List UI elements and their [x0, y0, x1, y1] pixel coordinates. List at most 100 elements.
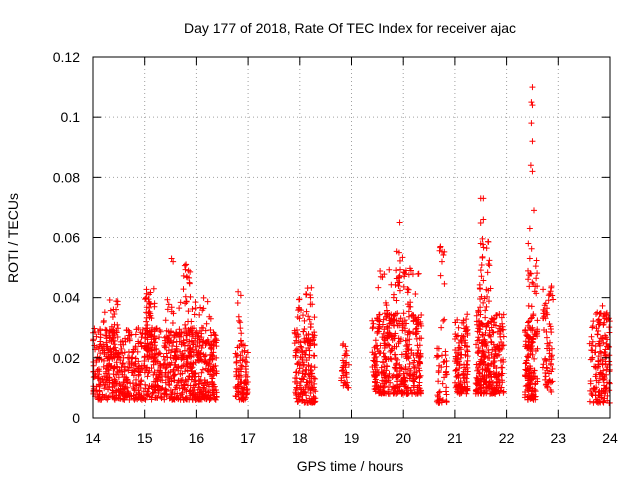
data-point: [243, 359, 250, 366]
data-point: [600, 313, 607, 320]
data-point: [598, 349, 605, 356]
data-point: [311, 364, 318, 371]
data-point: [142, 325, 149, 332]
data-point: [137, 378, 144, 385]
data-point: [435, 345, 442, 352]
data-point: [210, 363, 217, 370]
data-point: [375, 284, 382, 291]
data-point: [213, 354, 220, 361]
data-point: [485, 298, 492, 305]
data-point: [293, 346, 300, 353]
data-point: [398, 351, 405, 358]
data-point: [478, 321, 485, 328]
data-point: [294, 380, 301, 387]
data-point: [478, 378, 485, 385]
data-point: [196, 327, 203, 334]
data-point: [546, 321, 553, 328]
data-point: [406, 265, 413, 272]
data-point: [207, 327, 214, 334]
data-point: [479, 366, 486, 373]
data-point: [434, 352, 441, 359]
data-point: [117, 357, 124, 364]
data-point: [106, 297, 113, 304]
data-point: [473, 361, 480, 368]
data-point: [90, 368, 97, 375]
data-point: [529, 168, 536, 175]
data-point: [394, 279, 401, 286]
data-point: [157, 328, 164, 335]
data-point: [380, 369, 387, 376]
data-point: [165, 301, 172, 308]
data-point: [178, 391, 185, 398]
data-point: [204, 367, 211, 374]
data-point: [146, 328, 153, 335]
data-point: [400, 310, 407, 317]
data-points: [90, 84, 613, 406]
data-point: [291, 340, 298, 347]
data-point: [464, 371, 471, 378]
data-point: [396, 368, 403, 375]
data-point: [589, 324, 596, 331]
data-point: [453, 383, 460, 390]
data-point: [240, 396, 247, 403]
data-point: [107, 353, 114, 360]
data-point: [116, 389, 123, 396]
data-point: [435, 369, 442, 376]
x-axis-label: GPS time / hours: [297, 458, 404, 474]
data-point: [306, 395, 313, 402]
data-point: [548, 356, 555, 363]
data-point: [534, 283, 541, 290]
data-point: [297, 378, 304, 385]
y-tick-label: 0.08: [53, 169, 80, 185]
data-point: [402, 267, 409, 274]
data-point: [524, 345, 531, 352]
data-point: [389, 334, 396, 341]
data-point: [371, 378, 378, 385]
data-point: [393, 297, 400, 304]
data-point: [206, 396, 213, 403]
data-point: [97, 331, 104, 338]
data-point: [165, 335, 172, 342]
data-point: [597, 399, 604, 406]
data-point: [603, 353, 610, 360]
data-point: [478, 273, 485, 280]
data-point: [525, 354, 532, 361]
data-point: [103, 339, 110, 346]
data-point: [114, 301, 121, 308]
data-point: [487, 333, 494, 340]
data-point: [591, 386, 598, 393]
data-point: [528, 245, 535, 252]
data-point: [157, 393, 164, 400]
data-point: [408, 347, 415, 354]
data-point: [244, 389, 251, 396]
data-point: [412, 331, 419, 338]
data-point: [98, 356, 105, 363]
grid-lines: [93, 57, 610, 418]
data-point: [530, 280, 537, 287]
data-point: [90, 385, 97, 392]
data-point: [162, 317, 169, 324]
data-point: [175, 363, 182, 370]
data-point: [155, 374, 162, 381]
data-point: [604, 397, 611, 404]
data-point: [138, 377, 145, 384]
data-point: [200, 294, 207, 301]
data-point: [461, 374, 468, 381]
data-point: [150, 285, 157, 292]
data-point: [463, 375, 470, 382]
data-point: [305, 313, 312, 320]
data-point: [243, 386, 250, 393]
data-point: [528, 99, 535, 106]
data-point: [303, 357, 310, 364]
data-point: [405, 313, 412, 320]
data-point: [396, 257, 403, 264]
data-point: [164, 296, 171, 303]
data-point: [151, 303, 158, 310]
data-point: [120, 360, 127, 367]
data-point: [587, 387, 594, 394]
data-point: [198, 334, 205, 341]
data-point: [532, 331, 539, 338]
data-point: [210, 349, 217, 356]
data-point: [587, 378, 594, 385]
data-point: [103, 368, 110, 375]
